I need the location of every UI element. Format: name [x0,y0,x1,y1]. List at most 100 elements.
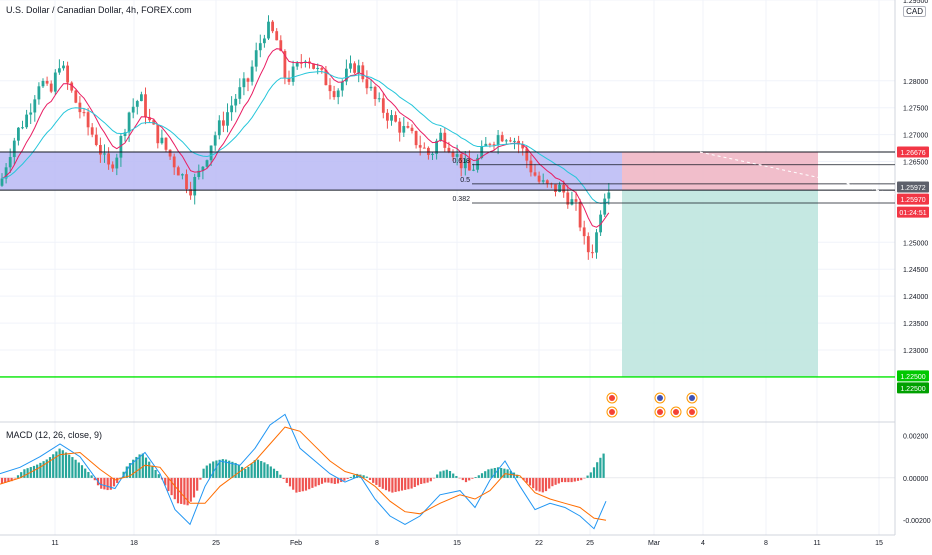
candle-body [176,167,180,176]
candle-147 [603,193,607,217]
event-icon-flag [689,409,695,415]
candle-body [45,80,49,84]
candle-body [263,38,266,44]
macd-bar-131 [420,477,423,484]
candle-body [504,140,508,142]
candle-body [164,137,168,150]
candle-101 [414,130,418,149]
macd-bar-129 [413,477,416,487]
candle-92 [377,92,381,103]
calendar-event-icon[interactable] [686,406,698,418]
macd-bar-107 [343,477,346,481]
currency-badge[interactable]: CAD [903,6,926,17]
candle-84 [345,59,348,86]
candle-95 [390,109,393,126]
macd-bar-128 [410,477,413,489]
candle-35 [144,87,147,125]
candle-71 [291,60,295,86]
macd-bar-55 [176,477,180,504]
macd-bar-150 [480,473,484,478]
last-price-tag-bg [897,181,929,193]
macd-bar-58 [186,477,189,506]
calendar-event-icon[interactable] [654,406,666,418]
candle-body [422,147,426,149]
price-tick-0: 1.29500 [903,0,928,5]
calendar-event-icon[interactable] [670,406,682,418]
candle-body [435,140,438,154]
candle-body [533,172,537,176]
macd-bar-117 [375,477,378,485]
candle-97 [398,117,402,142]
candle-body [160,137,164,144]
calendar-event-icon[interactable] [606,392,618,404]
candle-body [291,66,295,82]
candle-body [8,157,12,168]
macd-bar-122 [391,477,394,493]
candle-body [410,127,414,132]
candle-body [492,144,496,146]
event-icon-flag [609,395,615,401]
candle-55 [226,103,229,133]
candle-body [578,201,582,228]
candle-body [94,134,98,145]
macd-bar-104 [333,477,336,484]
candle-body [381,98,385,113]
price-tick-9: 1.23000 [903,348,928,355]
macd-bar-174 [557,477,560,484]
candle-body [197,170,201,178]
candle-65 [267,15,270,40]
candle-body [361,65,365,80]
time-tick-3: Feb [290,540,302,547]
macd-bar-139 [445,469,448,478]
macd-bar-74 [237,464,240,478]
candle-body [554,184,557,192]
candle-121 [496,129,500,155]
candle-body [127,112,131,133]
candle-21 [86,107,90,136]
calendar-event-icon[interactable] [686,392,698,404]
candle-86 [353,61,356,75]
macd-bar-81 [260,461,263,478]
event-icon-flag [609,409,615,415]
candle-body [369,86,373,89]
calendar-event-icon[interactable] [606,406,618,418]
macd-bar-85 [272,468,276,478]
macd-bar-153 [490,468,493,478]
candle-60 [246,77,250,92]
candle-body [443,132,447,148]
macd-bar-183 [586,475,589,478]
candle-body [476,157,479,170]
macd-bar-163 [522,477,525,481]
candle-body [402,126,406,133]
price-tick-2: 1.27500 [903,106,928,113]
candle-118 [484,136,488,147]
candle-body [37,86,41,100]
events[interactable] [606,392,698,418]
macd-bar-188 [602,453,605,478]
macd-bar-0 [0,477,4,484]
candle-body [427,147,430,155]
macd-bar-144 [461,477,464,481]
candle-67 [275,28,279,41]
candle-body [488,143,492,145]
candle-57 [234,94,238,113]
candle-body [328,85,332,92]
take-profit-zone [622,189,818,377]
calendar-event-icon[interactable] [654,392,666,404]
candle-40 [164,137,168,153]
price-tick-1: 1.28000 [903,79,928,86]
candle-20 [82,108,86,117]
candle-124 [509,137,512,143]
candle-body [172,156,176,168]
macd-bar-26 [84,468,87,478]
time-tick-10: 8 [764,540,768,547]
macd-bar-95 [304,477,308,491]
macd-bar-43 [138,454,141,478]
macd-bar-16 [52,454,55,478]
macd-bar-147 [471,477,474,479]
support-price-tag-bg [897,193,929,205]
candle-113 [463,151,467,176]
candle-body [591,252,594,254]
candle-body [41,80,45,87]
